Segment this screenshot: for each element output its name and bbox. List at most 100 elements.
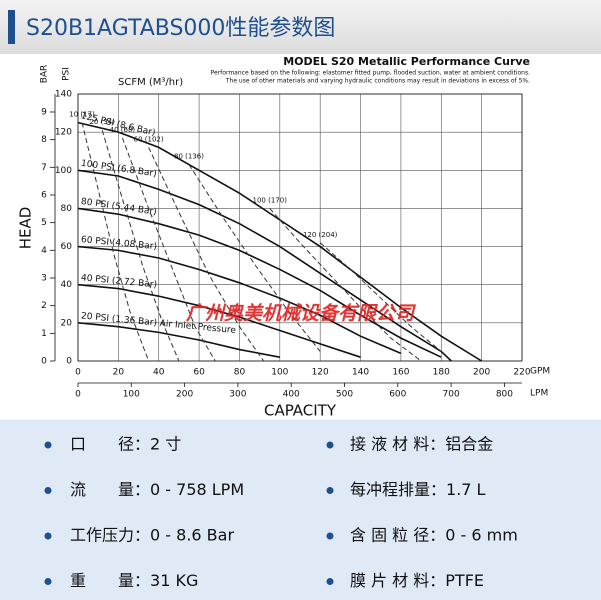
- air-curve-label: 20 (34): [89, 118, 115, 126]
- x2-tick-label: 500: [336, 390, 353, 400]
- x2-tick-label: 400: [283, 390, 300, 400]
- spec-label: 工作压力：: [70, 526, 150, 545]
- y2-tick-label: 6: [41, 190, 47, 200]
- spec-value: 31 KG: [150, 571, 198, 590]
- spec-label: 膜 片 材 料：: [350, 571, 445, 590]
- spec-label: 重 量：: [70, 571, 150, 590]
- x2-tick-label: 800: [496, 390, 513, 400]
- y-tick-label: 20: [61, 318, 73, 328]
- y2-tick-label: 7: [41, 163, 47, 173]
- header-bar: [8, 10, 15, 44]
- curve: [77, 322, 280, 358]
- spec-value: 0 - 758 LPM: [150, 480, 244, 499]
- watermark: 广州奥美机械设备有限公司: [185, 303, 417, 325]
- curve: [319, 242, 442, 352]
- air-label: SCFM (M³/hr): [118, 77, 183, 88]
- y2-tick-label: 1: [41, 329, 47, 339]
- y2-tick-label: 4: [41, 246, 47, 256]
- curve: [77, 169, 452, 362]
- plot: 0 20 40 60 80 100 120 140 0 1 2 3 4 5 6 7 8 9 0 20 40 60 80 100…: [41, 90, 531, 400]
- y-tick-label: 100: [55, 166, 72, 176]
- spec-label: 口 径：: [70, 435, 150, 454]
- air-curve-label: 80 (136): [174, 153, 204, 161]
- bullet: [44, 532, 52, 540]
- y-tick-label: 40: [61, 280, 73, 290]
- spec-value: 1.7 L: [446, 480, 486, 499]
- curve: [77, 245, 402, 355]
- spec-value: 铝合金: [445, 435, 493, 454]
- spec-label: 每冲程排量：: [350, 480, 446, 499]
- air-curve-label: 100 (170): [253, 196, 288, 204]
- x-tick-label: 0: [75, 368, 81, 378]
- curve: [77, 207, 442, 358]
- bullet: [44, 441, 52, 449]
- spec-label: 接 液 材 料：: [350, 435, 445, 454]
- spec-label: 流 量：: [70, 480, 150, 499]
- curve: [81, 122, 150, 362]
- x-label: CAPACITY: [264, 402, 337, 420]
- pressure-label: 40 PSI (2.72 Bar): [80, 273, 157, 290]
- x2-tick-label: 0: [75, 390, 81, 400]
- curve: [77, 283, 361, 358]
- bullet: [326, 487, 334, 494]
- air-curve-label: 60 (102): [134, 135, 164, 143]
- x2-tick-label: 200: [176, 390, 193, 400]
- chart-title: MODEL S20 Metallic Performance Curve: [283, 55, 530, 68]
- x-tick-label: 160: [392, 368, 409, 378]
- y-tick-label: 0: [66, 357, 72, 367]
- y-tick-label: 120: [55, 128, 72, 138]
- bullet: [326, 532, 334, 540]
- y-tick-label: 60: [61, 242, 73, 252]
- x-tick-label: 180: [433, 368, 450, 378]
- note: Performance based on the following: elas…: [211, 70, 530, 77]
- plot-frame: [77, 93, 523, 362]
- y-tick-label: 140: [55, 90, 72, 100]
- curve: [121, 137, 216, 362]
- air-curve-label: 10 (17): [69, 111, 95, 119]
- bullet: [326, 441, 334, 449]
- x2-tick-label: 600: [389, 390, 406, 400]
- spec-value: 0 - 8.6 Bar: [150, 526, 234, 545]
- bullet: [326, 578, 334, 585]
- x-tick-label: 120: [312, 368, 329, 378]
- curve: [269, 208, 422, 362]
- y2-tick-label: 8: [41, 135, 47, 145]
- y2-tick-label: 5: [41, 218, 47, 228]
- bullet: [44, 487, 52, 494]
- curve: [188, 164, 321, 352]
- y-label: HEAD: [17, 207, 35, 250]
- x-tick-label: 20: [113, 368, 125, 378]
- specs-bg: [0, 420, 601, 600]
- curve: [77, 121, 483, 362]
- air-curve-label: 40 (68): [110, 126, 136, 134]
- x-tick-label: 60: [193, 368, 205, 378]
- x2-tick-label: 300: [229, 390, 246, 400]
- y-tick-label: 80: [61, 204, 73, 214]
- air-curve-label: 120 (204): [303, 231, 338, 239]
- y2-tick-label: 0: [41, 357, 47, 367]
- note: The use of other materials and varying h…: [225, 78, 530, 85]
- spec-value: 2 寸: [150, 435, 181, 454]
- x-tick-label: 200: [473, 368, 490, 378]
- header-bg: [0, 0, 601, 54]
- bullet: [44, 578, 52, 585]
- spec-label: 含 固 粒 径：: [350, 526, 445, 545]
- x2-unit: LPM: [530, 389, 548, 399]
- spec-value: PTFE: [445, 571, 484, 590]
- pressure-label: 60 PSI (4.08 Bar): [80, 235, 157, 252]
- y2-tick-label: 3: [41, 273, 47, 283]
- x2-tick-label: 100: [123, 390, 140, 400]
- header-title: S20B1AGTABS000性能参数图: [26, 16, 335, 41]
- x2-tick-label: 700: [443, 390, 460, 400]
- spec-value: 0 - 6 mm: [445, 526, 518, 545]
- x-tick-label: 40: [153, 368, 165, 378]
- x-tick-label: 220: [513, 368, 530, 378]
- y2-tick-label: 2: [41, 301, 47, 311]
- x-tick-label: 140: [352, 368, 369, 378]
- x-unit: GPM: [530, 367, 550, 377]
- y-unit: PSI: [62, 67, 72, 81]
- y2-unit: BAR: [40, 65, 50, 84]
- y2-tick-label: 9: [41, 107, 47, 117]
- x-tick-label: 100: [271, 368, 288, 378]
